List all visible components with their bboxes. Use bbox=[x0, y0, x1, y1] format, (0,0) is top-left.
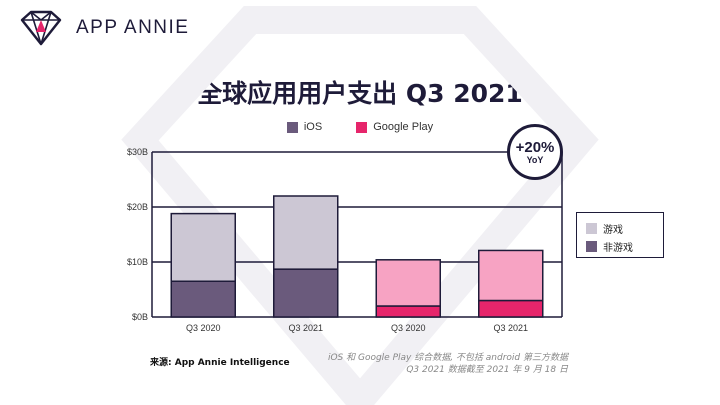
bar-segment-nongames bbox=[478, 299, 544, 318]
watermark-diamond-icon bbox=[121, 6, 599, 405]
legend-label-google-play: Google Play bbox=[373, 121, 434, 133]
bar-segment-games bbox=[170, 212, 236, 283]
data-note-1: iOS 和 Google Play 综合数据, 不包括 android 第三方数… bbox=[327, 353, 568, 363]
bar-segment-games bbox=[273, 195, 339, 270]
data-notes: iOS 和 Google Play 综合数据, 不包括 android 第三方数… bbox=[328, 352, 568, 376]
brand-name: APP ANNIE bbox=[76, 17, 190, 38]
source-note: 来源: App Annie Intelligence bbox=[150, 358, 290, 368]
bar-segment-games bbox=[375, 259, 441, 307]
segment-legend: 游戏 非游戏 bbox=[576, 212, 664, 258]
x-tick-label: Q3 2021 bbox=[288, 323, 323, 333]
x-tick-label: Q3 2020 bbox=[391, 323, 426, 333]
legend-swatch-ios bbox=[286, 121, 298, 133]
x-tick-label: Q3 2020 bbox=[186, 323, 221, 333]
y-tick-label: $20B bbox=[127, 202, 148, 212]
x-tick-label: Q3 2021 bbox=[493, 323, 528, 333]
legend-label-ios: iOS bbox=[303, 121, 323, 133]
yoy-value: +20% bbox=[515, 138, 555, 156]
legend-swatch-games bbox=[586, 223, 597, 234]
legend-item-nongames: 非游戏 bbox=[586, 239, 633, 254]
legend-label-nongames: 非游戏 bbox=[603, 243, 633, 254]
legend-item-games: 游戏 bbox=[586, 221, 623, 236]
bar-segment-games bbox=[478, 249, 544, 302]
y-tick-label: $10B bbox=[127, 257, 148, 267]
platform-legend: iOS Google Play bbox=[0, 121, 720, 133]
bar-segment-nongames bbox=[375, 305, 441, 318]
diamond-logo-icon bbox=[20, 10, 62, 46]
chart-title: 全球应用用户支出 Q3 2021 bbox=[197, 79, 523, 108]
brand-logo: APP ANNIE bbox=[18, 10, 189, 46]
legend-item-ios: iOS bbox=[286, 121, 323, 133]
legend-swatch-nongames bbox=[586, 241, 597, 252]
bar-segment-nongames bbox=[170, 280, 236, 318]
yoy-badge: +20% YoY bbox=[507, 124, 563, 180]
data-note-2: Q3 2021 数据截至 2021 年 9 月 18 日 bbox=[406, 365, 568, 375]
legend-label-games: 游戏 bbox=[603, 225, 623, 236]
y-tick-label: $0B bbox=[132, 312, 148, 322]
legend-item-google-play: Google Play bbox=[356, 121, 433, 133]
y-tick-label: $30B bbox=[127, 147, 148, 157]
yoy-label: YoY bbox=[526, 154, 544, 165]
legend-swatch-google-play bbox=[356, 121, 368, 133]
bar-segment-nongames bbox=[273, 268, 339, 318]
